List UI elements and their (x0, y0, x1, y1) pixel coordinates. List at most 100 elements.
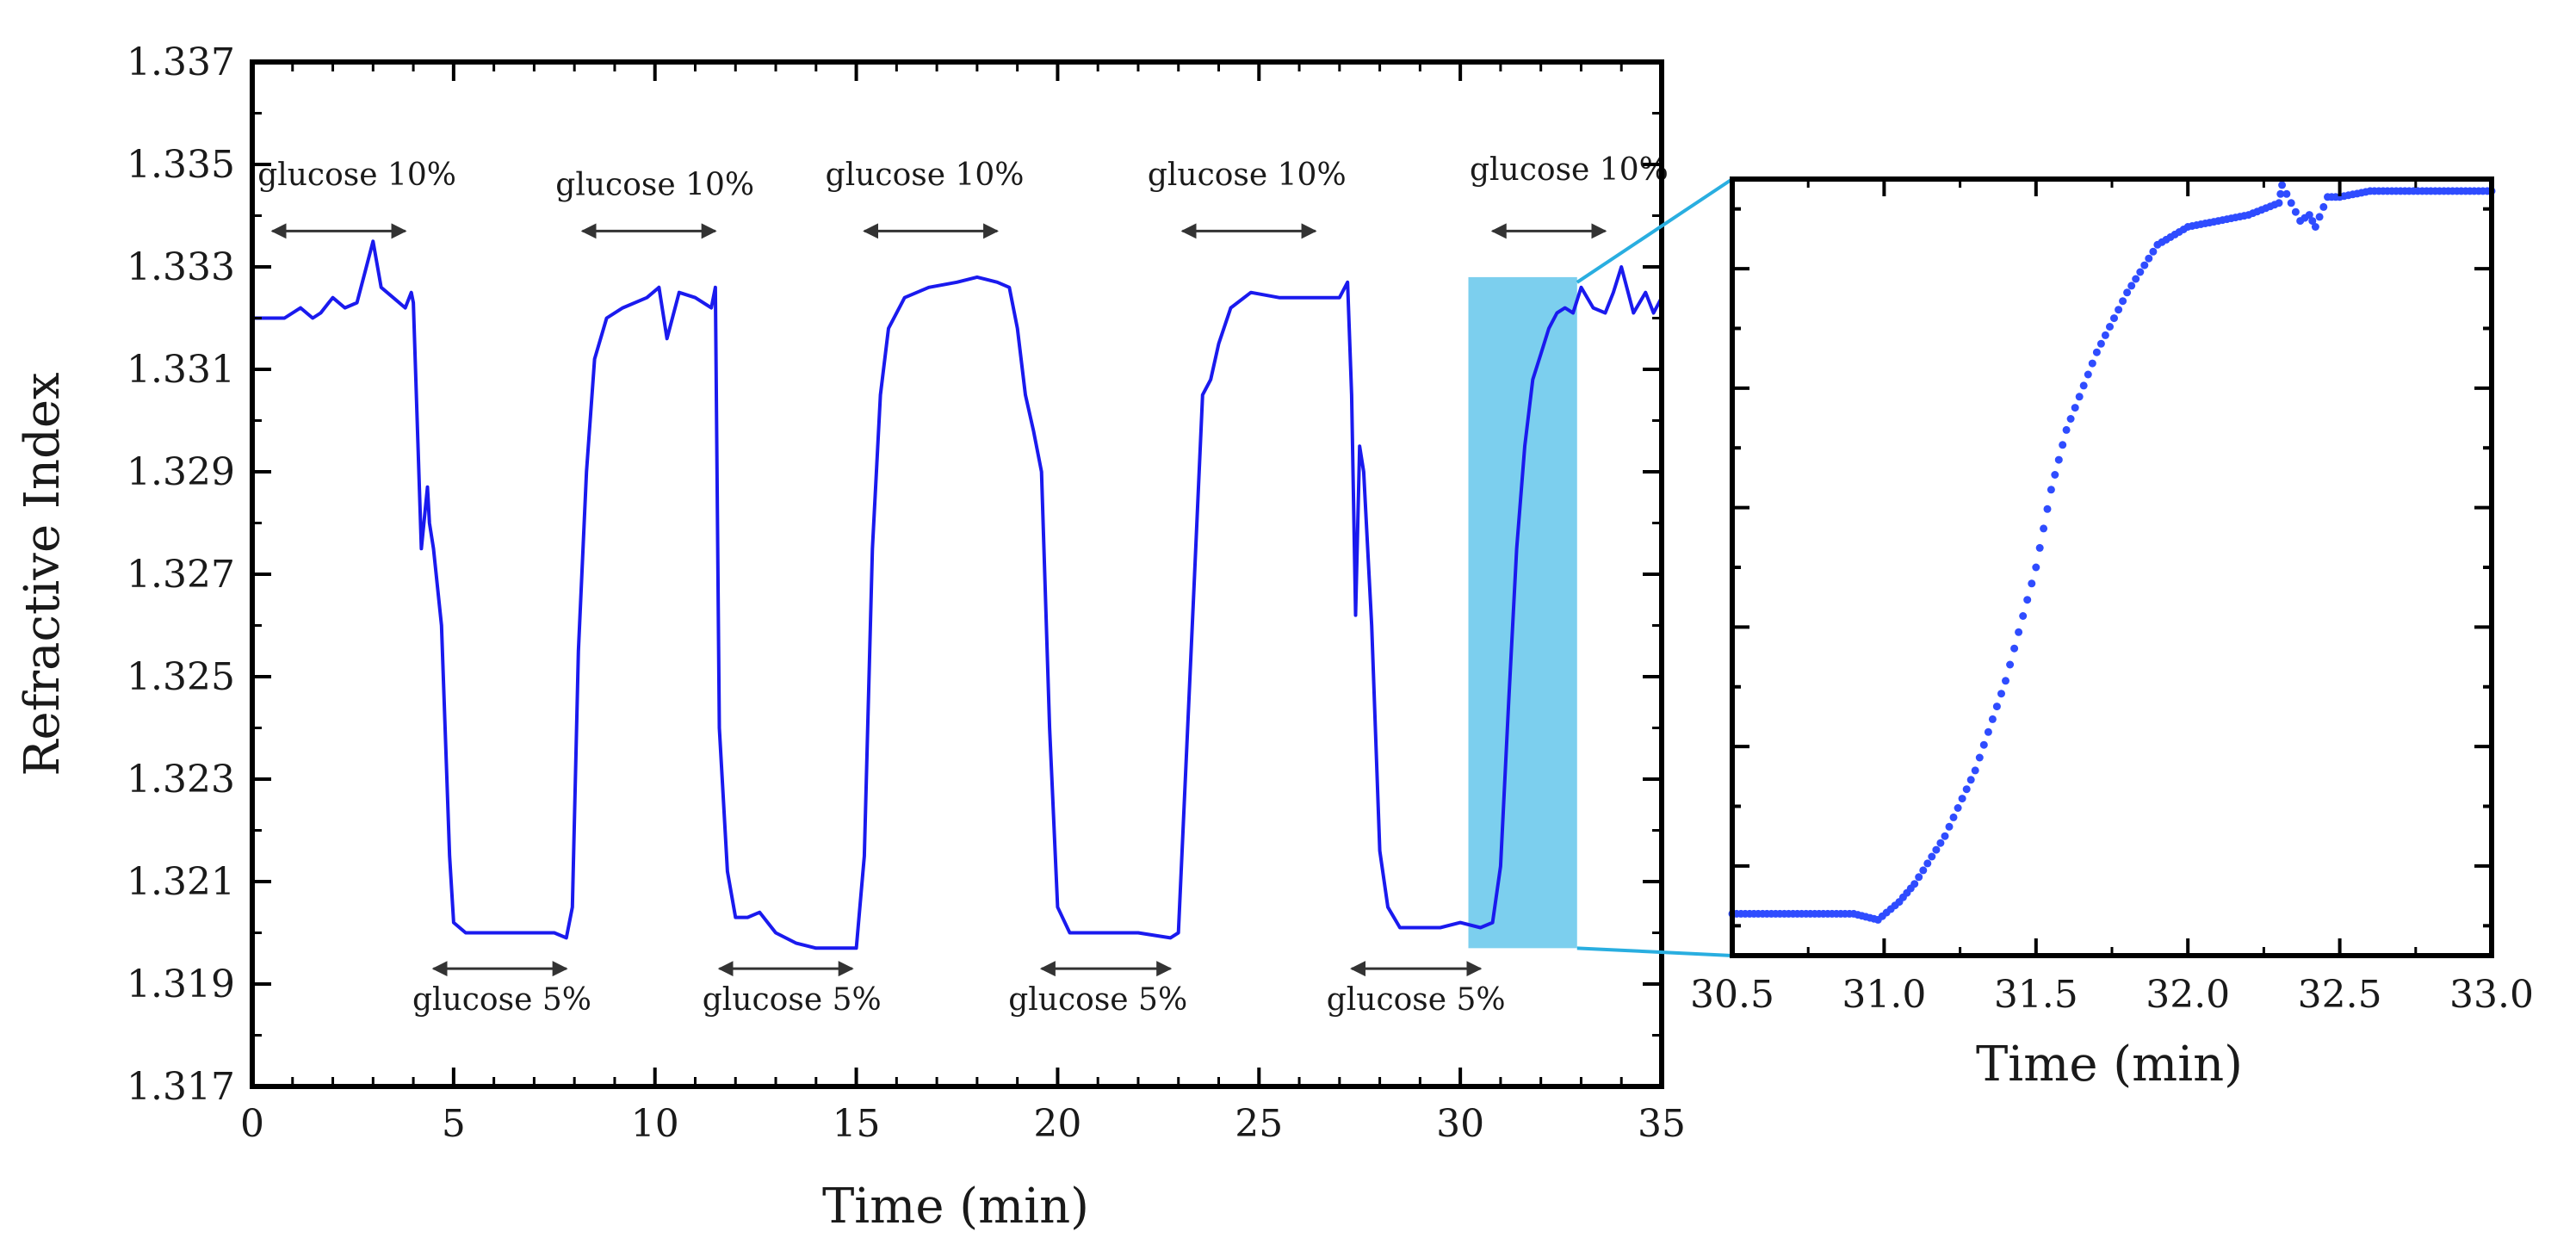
x-tick-label: 10 (631, 1102, 679, 1146)
zoom-data-point (2088, 359, 2096, 368)
zoom-data-point (2319, 202, 2328, 211)
zoom-data-point (2023, 596, 2032, 604)
main-plot-frame (250, 59, 1664, 1089)
annotation-label: glucose 5% (703, 982, 882, 1018)
zoom-data-point (2275, 199, 2283, 207)
x-tick-label: 15 (833, 1102, 881, 1146)
zoom-data-point (2047, 486, 2055, 494)
y-tick-label: 1.323 (127, 758, 235, 802)
zoom-data-point (2132, 275, 2140, 283)
zoom-data-point (2276, 189, 2285, 198)
zoom-data-point (2145, 254, 2153, 263)
y-tick-label: 1.321 (127, 860, 235, 904)
zoom-data-point (2136, 268, 2145, 276)
zoom-x-tick-label: 31.5 (1994, 973, 2078, 1017)
annotation-label: glucose 10% (826, 158, 1025, 193)
zoom-x-tick-label: 30.5 (1690, 973, 1774, 1017)
x-tick-label: 30 (1436, 1102, 1484, 1146)
main-y-axis-title: Refractive Index (15, 372, 71, 776)
zoom-data-point (2075, 393, 2084, 401)
series-line-refractive-index (252, 239, 1663, 950)
zoom-data-point (1958, 795, 1966, 803)
y-tick-label: 1.319 (127, 963, 235, 1006)
zoom-data-point (1941, 832, 1949, 840)
highlight-region (1468, 276, 1577, 949)
zoom-connectors (1576, 177, 1734, 957)
y-tick-label: 1.331 (127, 348, 235, 392)
zoom-data-point (2110, 314, 2118, 323)
zoom-x-axis-title: Time (min) (1976, 1037, 2243, 1093)
zoom-data-point (2002, 677, 2009, 685)
annotation-label: glucose 5% (1327, 982, 1506, 1018)
zoom-data-point (2149, 247, 2158, 256)
zoom-data-point (2062, 425, 2071, 434)
zoom-data-point (2010, 644, 2019, 653)
zoom-data-point (1932, 845, 1941, 854)
zoom-data-point (2278, 181, 2287, 189)
zoom-data-point (1992, 703, 2001, 711)
zoom-x-tick-label: 33.0 (2449, 973, 2534, 1017)
zoom-data-point (1910, 880, 1919, 888)
main-plot: glucose 10% glucose 10% glucose 10% glucose… (15, 40, 1686, 1235)
zoom-data-point (2006, 660, 2015, 669)
zoom-data-point (2092, 348, 2101, 356)
zoom-data-point (2308, 217, 2317, 226)
zoom-data-point (1928, 852, 1936, 861)
y-tick-label: 1.337 (127, 40, 235, 84)
zoom-plot: 30.5 31.0 31.5 32.0 32.5 33.0 Time (min) (1690, 176, 2534, 1093)
zoom-data-point (1966, 776, 1975, 784)
zoom-data-point (2287, 199, 2295, 207)
zoom-connector-top (1576, 177, 1734, 284)
annotation-label: glucose 10% (257, 158, 456, 193)
zoom-axis-ticks (1731, 179, 2493, 956)
zoom-data-point (2040, 524, 2048, 533)
annotation-label: glucose 10% (555, 168, 754, 203)
zoom-data-point (2043, 504, 2052, 513)
y-tick-label: 1.333 (127, 245, 235, 289)
zoom-data-point (1962, 785, 1971, 794)
zoom-data-point (2115, 306, 2123, 314)
zoom-data-series (1728, 181, 2496, 924)
zoom-connector-bottom (1576, 946, 1733, 957)
y-tick-label: 1.327 (127, 553, 235, 597)
zoom-data-point (1923, 859, 1932, 868)
zoom-data-point (2054, 455, 2063, 464)
annotation-label: glucose 5% (1008, 982, 1187, 1018)
y-tick-label: 1.325 (127, 655, 235, 699)
zoom-data-point (1984, 727, 1992, 736)
zoom-data-point (2315, 213, 2324, 221)
zoom-data-point (2096, 339, 2105, 348)
zoom-data-point (2127, 282, 2136, 290)
zoom-data-point (2123, 288, 2132, 297)
annotations: glucose 10% glucose 10% glucose 10% glucose… (257, 152, 1669, 1018)
zoom-data-point (2059, 441, 2067, 449)
highlight-rect (1468, 276, 1577, 949)
x-tick-label: 20 (1033, 1102, 1081, 1146)
zoom-data-point (2051, 471, 2059, 479)
zoom-tick-labels: 30.5 31.0 31.5 32.0 32.5 33.0 (1690, 973, 2534, 1017)
zoom-data-point (2066, 415, 2075, 423)
zoom-data-point (1936, 839, 1945, 847)
annotation-label: glucose 10% (1148, 158, 1347, 193)
zoom-data-point (2140, 261, 2149, 269)
main-x-axis-title: Time (min) (822, 1179, 1089, 1235)
zoom-data-point (2282, 189, 2291, 198)
zoom-data-point (1975, 753, 1984, 762)
zoom-data-point (2311, 223, 2319, 231)
zoom-data-point (1988, 715, 1997, 723)
zoom-data-point (2119, 297, 2127, 306)
zoom-data-point (1919, 866, 1928, 875)
zoom-x-tick-label: 31.0 (1842, 973, 1926, 1017)
annotation-label: glucose 10% (1470, 152, 1669, 188)
zoom-data-point (2071, 404, 2079, 412)
zoom-data-point (2291, 207, 2300, 216)
zoom-data-point (2019, 612, 2028, 620)
zoom-data-point (1979, 740, 1988, 749)
zoom-x-tick-label: 32.5 (2298, 973, 2382, 1017)
x-tick-label: 25 (1235, 1102, 1283, 1146)
zoom-data-point (1997, 690, 2005, 698)
annotation-label: glucose 5% (412, 982, 591, 1018)
tick-labels: 0 5 10 15 20 25 30 35 1.317 1.319 1.321 1.323 1.325 1… (127, 40, 1686, 1146)
zoom-data-point (1949, 813, 1958, 821)
